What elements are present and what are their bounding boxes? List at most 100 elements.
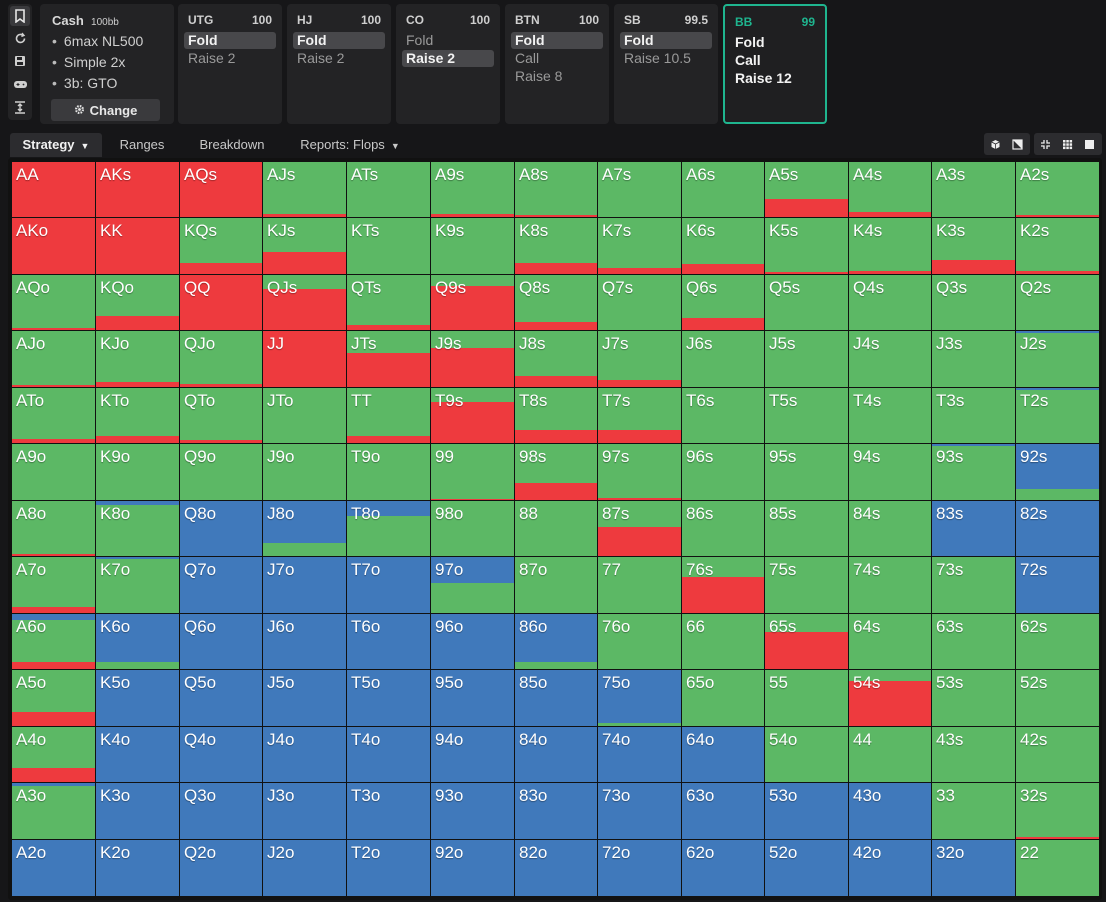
action-option[interactable]: Raise 2 <box>188 50 236 66</box>
tab-ranges[interactable]: Ranges <box>108 133 176 157</box>
hand-cell-77[interactable]: 77 <box>598 557 681 613</box>
action-option[interactable]: Call <box>515 50 540 66</box>
hand-cell-33[interactable]: 33 <box>932 783 1015 839</box>
hand-cell-72s[interactable]: 72s <box>1016 557 1099 613</box>
hand-cell-65o[interactable]: 65o <box>682 670 764 726</box>
cube-icon[interactable] <box>984 133 1006 155</box>
hand-cell-A4o[interactable]: A4o <box>12 727 95 782</box>
hand-cell-52s[interactable]: 52s <box>1016 670 1099 726</box>
hand-cell-97s[interactable]: 97s <box>598 444 681 500</box>
hand-cell-T2o[interactable]: T2o <box>347 840 430 896</box>
hand-cell-Q3s[interactable]: Q3s <box>932 275 1015 330</box>
hand-cell-KJs[interactable]: KJs <box>263 218 346 274</box>
hand-cell-32o[interactable]: 32o <box>932 840 1015 896</box>
hand-cell-32s[interactable]: 32s <box>1016 783 1099 839</box>
hand-cell-82o[interactable]: 82o <box>515 840 597 896</box>
hand-cell-76s[interactable]: 76s <box>682 557 764 613</box>
hand-cell-ATo[interactable]: ATo <box>12 388 95 443</box>
hand-cell-QTo[interactable]: QTo <box>180 388 262 443</box>
hand-cell-J2s[interactable]: J2s <box>1016 331 1099 387</box>
hand-cell-84o[interactable]: 84o <box>515 727 597 782</box>
hand-cell-22[interactable]: 22 <box>1016 840 1099 896</box>
hand-cell-K7s[interactable]: K7s <box>598 218 681 274</box>
hand-cell-A2o[interactable]: A2o <box>12 840 95 896</box>
tab-breakdown[interactable]: Breakdown <box>190 133 274 157</box>
hand-cell-85o[interactable]: 85o <box>515 670 597 726</box>
hand-cell-42o[interactable]: 42o <box>849 840 931 896</box>
hand-cell-T4o[interactable]: T4o <box>347 727 430 782</box>
hand-cell-K4o[interactable]: K4o <box>96 727 179 782</box>
hand-cell-73s[interactable]: 73s <box>932 557 1015 613</box>
hand-cell-T8o[interactable]: T8o <box>347 501 430 556</box>
hand-cell-A6s[interactable]: A6s <box>682 162 764 217</box>
hand-cell-T9o[interactable]: T9o <box>347 444 430 500</box>
hand-cell-A3o[interactable]: A3o <box>12 783 95 839</box>
position-co[interactable]: CO 100 Fold Raise 2 <box>396 4 500 124</box>
hand-cell-A7s[interactable]: A7s <box>598 162 681 217</box>
hand-cell-86s[interactable]: 86s <box>682 501 764 556</box>
hand-cell-83s[interactable]: 83s <box>932 501 1015 556</box>
action-option[interactable]: Raise 12 <box>735 70 792 86</box>
hand-cell-KTo[interactable]: KTo <box>96 388 179 443</box>
hand-cell-73o[interactable]: 73o <box>598 783 681 839</box>
hand-cell-T3s[interactable]: T3s <box>932 388 1015 443</box>
hand-cell-A9s[interactable]: A9s <box>431 162 514 217</box>
square-icon[interactable] <box>1078 133 1100 155</box>
hand-cell-A6o[interactable]: A6o <box>12 614 95 669</box>
hand-cell-87o[interactable]: 87o <box>515 557 597 613</box>
hand-cell-TT[interactable]: TT <box>347 388 430 443</box>
hand-cell-JTs[interactable]: JTs <box>347 331 430 387</box>
hand-cell-93o[interactable]: 93o <box>431 783 514 839</box>
hand-cell-QJo[interactable]: QJo <box>180 331 262 387</box>
hand-cell-J5s[interactable]: J5s <box>765 331 848 387</box>
hand-cell-Q5o[interactable]: Q5o <box>180 670 262 726</box>
hand-cell-A8o[interactable]: A8o <box>12 501 95 556</box>
hand-cell-J6o[interactable]: J6o <box>263 614 346 669</box>
compact-icon[interactable] <box>1034 133 1056 155</box>
hand-cell-98o[interactable]: 98o <box>431 501 514 556</box>
action-option[interactable]: Raise 2 <box>402 50 494 67</box>
hand-cell-72o[interactable]: 72o <box>598 840 681 896</box>
hand-cell-J8o[interactable]: J8o <box>263 501 346 556</box>
hand-cell-T5s[interactable]: T5s <box>765 388 848 443</box>
save-icon[interactable] <box>10 51 30 71</box>
action-option[interactable]: Raise 8 <box>515 68 563 84</box>
hand-cell-Q8o[interactable]: Q8o <box>180 501 262 556</box>
hand-cell-AJs[interactable]: AJs <box>263 162 346 217</box>
action-option[interactable]: Fold <box>184 32 276 49</box>
hand-cell-K5o[interactable]: K5o <box>96 670 179 726</box>
hand-cell-QJs[interactable]: QJs <box>263 275 346 330</box>
hand-cell-A7o[interactable]: A7o <box>12 557 95 613</box>
position-utg[interactable]: UTG 100 Fold Raise 2 <box>178 4 282 124</box>
hand-cell-K3s[interactable]: K3s <box>932 218 1015 274</box>
hand-cell-T3o[interactable]: T3o <box>347 783 430 839</box>
hand-cell-66[interactable]: 66 <box>682 614 764 669</box>
hand-cell-AQo[interactable]: AQo <box>12 275 95 330</box>
hand-cell-99[interactable]: 99 <box>431 444 514 500</box>
hand-cell-Q4s[interactable]: Q4s <box>849 275 931 330</box>
hand-cell-63o[interactable]: 63o <box>682 783 764 839</box>
contrast-icon[interactable] <box>1006 133 1028 155</box>
hand-cell-75s[interactable]: 75s <box>765 557 848 613</box>
hand-cell-Q2s[interactable]: Q2s <box>1016 275 1099 330</box>
hand-cell-54s[interactable]: 54s <box>849 670 931 726</box>
hand-cell-95s[interactable]: 95s <box>765 444 848 500</box>
hand-cell-K5s[interactable]: K5s <box>765 218 848 274</box>
hand-cell-A3s[interactable]: A3s <box>932 162 1015 217</box>
hand-cell-K8s[interactable]: K8s <box>515 218 597 274</box>
hand-cell-T6o[interactable]: T6o <box>347 614 430 669</box>
hand-cell-75o[interactable]: 75o <box>598 670 681 726</box>
hand-cell-K9o[interactable]: K9o <box>96 444 179 500</box>
hand-cell-97o[interactable]: 97o <box>431 557 514 613</box>
hand-cell-55[interactable]: 55 <box>765 670 848 726</box>
bookmark-icon[interactable] <box>10 6 30 26</box>
hand-cell-85s[interactable]: 85s <box>765 501 848 556</box>
hand-cell-87s[interactable]: 87s <box>598 501 681 556</box>
hand-cell-A9o[interactable]: A9o <box>12 444 95 500</box>
hand-cell-64o[interactable]: 64o <box>682 727 764 782</box>
hand-cell-JTo[interactable]: JTo <box>263 388 346 443</box>
action-option[interactable]: Fold <box>511 32 603 49</box>
hand-cell-A2s[interactable]: A2s <box>1016 162 1099 217</box>
hand-cell-Q9s[interactable]: Q9s <box>431 275 514 330</box>
hand-cell-Q3o[interactable]: Q3o <box>180 783 262 839</box>
